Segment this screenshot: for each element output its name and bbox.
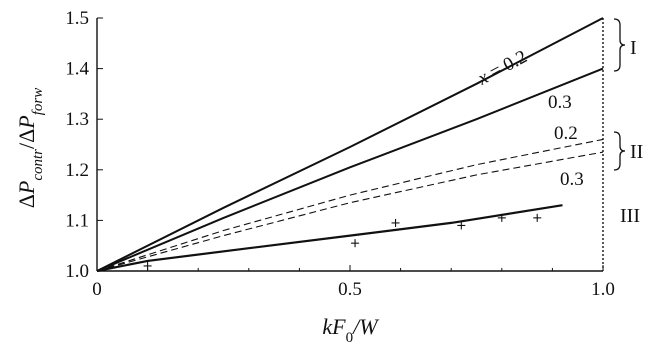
series-lines <box>96 17 604 273</box>
data-marker <box>143 261 152 270</box>
brace-group-i <box>613 18 626 72</box>
data-marker <box>497 213 506 222</box>
series-line-1 <box>96 17 604 272</box>
data-marker <box>391 218 400 227</box>
group-label-i: I <box>630 37 637 59</box>
group-brackets: I II III <box>613 18 643 227</box>
y-tick-label: 1.3 <box>65 109 89 130</box>
brace-group-ii <box>613 131 626 171</box>
series-label-03-solid: 0.3 <box>548 92 572 113</box>
data-marker <box>457 221 466 230</box>
x-axis-title: kF0/W <box>322 314 379 346</box>
y-tick-label: 1.4 <box>65 59 89 80</box>
data-markers <box>143 213 542 270</box>
series-label-03-dashed: 0.3 <box>560 169 584 190</box>
series-labels: x = 0.2 0.3 0.2 0.3 <box>474 46 584 190</box>
series-label-02-dashed: 0.2 <box>554 123 578 144</box>
y-axis-title: ΔPcontr/ΔPforw <box>14 88 46 209</box>
y-tick-label: 1.5 <box>65 8 89 29</box>
group-label-iii: III <box>620 205 640 227</box>
series-line-3 <box>96 138 604 272</box>
y-tick-label: 1.2 <box>65 160 89 181</box>
y-tick-label: 1.0 <box>65 261 89 282</box>
ticks: 0 0.5 1.0 1.0 1.1 1.2 1.3 1.4 1.5 <box>65 8 615 300</box>
x-tick-label: 0.5 <box>338 279 362 300</box>
y-tick-label: 1.1 <box>65 210 89 231</box>
series-line-4 <box>96 151 604 272</box>
data-marker <box>533 213 542 222</box>
x-tick-label: 0 <box>92 279 102 300</box>
series-line-2 <box>96 67 604 272</box>
data-marker <box>351 239 360 248</box>
series-label-x02-solid: x = 0.2 <box>474 46 531 90</box>
group-label-ii: II <box>630 141 643 163</box>
series-line-5 <box>96 204 563 273</box>
x-tick-label: 1.0 <box>591 279 615 300</box>
